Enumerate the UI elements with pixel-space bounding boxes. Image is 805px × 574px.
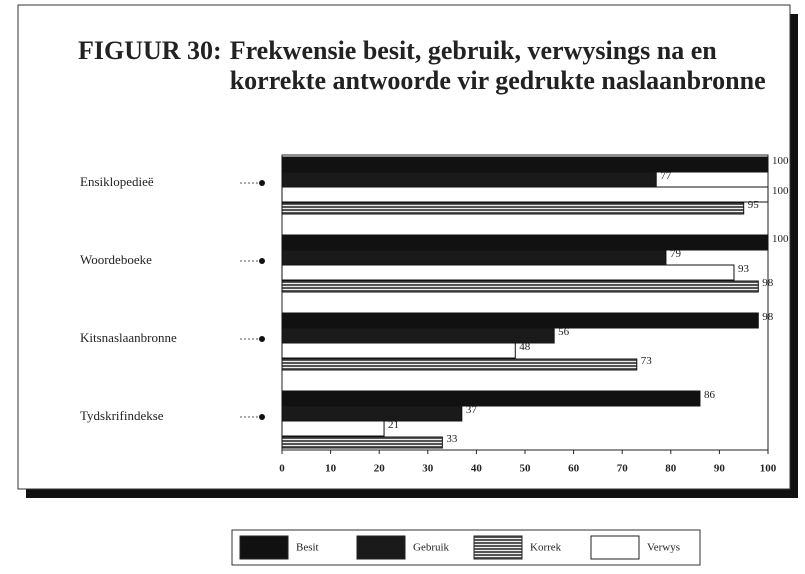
category-dot bbox=[259, 336, 265, 342]
value-label: 100 bbox=[772, 185, 789, 197]
value-label: 86 bbox=[704, 389, 716, 401]
figure-label: FIGUUR 30: bbox=[78, 36, 222, 65]
value-label: 95 bbox=[748, 199, 760, 211]
bar bbox=[281, 420, 385, 437]
value-label: 93 bbox=[738, 263, 750, 275]
value-label: 48 bbox=[519, 341, 531, 353]
x-tick-label: 70 bbox=[617, 463, 629, 475]
legend-label: Korrek bbox=[530, 542, 562, 554]
bar bbox=[281, 249, 667, 266]
legend-label: Verwys bbox=[647, 542, 680, 554]
bar bbox=[281, 436, 443, 449]
chart-title: FIGUUR 30: Frekwensie besit, gebruik, ve… bbox=[78, 36, 778, 96]
category-dot bbox=[259, 414, 265, 420]
bar bbox=[281, 264, 735, 281]
category-label: Woordeboeke bbox=[80, 252, 152, 267]
value-label: 100 bbox=[772, 233, 789, 245]
category-label: Kitsnaslaanbronne bbox=[80, 330, 177, 345]
x-tick-label: 20 bbox=[374, 463, 386, 475]
bar bbox=[281, 280, 759, 293]
legend-label: Gebruik bbox=[413, 542, 450, 554]
value-label: 73 bbox=[641, 355, 653, 367]
value-label: 56 bbox=[558, 326, 570, 338]
category-label: Ensiklopedieë bbox=[80, 174, 154, 189]
x-tick-label: 80 bbox=[665, 463, 677, 475]
value-label: 21 bbox=[388, 419, 399, 431]
legend-swatch bbox=[473, 535, 523, 560]
bar bbox=[281, 390, 701, 407]
value-label: 37 bbox=[466, 404, 478, 416]
category-label: Tydskrifindekse bbox=[80, 408, 164, 423]
legend-swatch bbox=[590, 535, 640, 560]
value-label: 79 bbox=[670, 248, 682, 260]
value-label: 98 bbox=[762, 311, 774, 323]
bar bbox=[281, 186, 769, 203]
x-tick-label: 30 bbox=[422, 463, 434, 475]
title-text: Frekwensie besit, gebruik, verwysings na… bbox=[229, 36, 766, 95]
x-tick-label: 90 bbox=[714, 463, 726, 475]
bar bbox=[281, 405, 463, 422]
legend-label: Besit bbox=[296, 542, 319, 554]
value-label: 98 bbox=[762, 277, 774, 289]
category-dot bbox=[259, 180, 265, 186]
x-tick-label: 60 bbox=[568, 463, 580, 475]
category-dot bbox=[259, 258, 265, 264]
value-label: 77 bbox=[660, 170, 672, 182]
x-tick-label: 100 bbox=[760, 463, 777, 475]
bar bbox=[281, 327, 555, 344]
x-tick-label: 40 bbox=[471, 463, 483, 475]
bar bbox=[281, 202, 745, 215]
x-tick-label: 0 bbox=[279, 463, 285, 475]
bar bbox=[281, 171, 657, 188]
bar bbox=[281, 234, 769, 251]
bar bbox=[281, 156, 769, 173]
legend-swatch bbox=[356, 535, 406, 560]
x-tick-label: 10 bbox=[325, 463, 337, 475]
bar bbox=[281, 358, 638, 371]
value-label: 100 bbox=[772, 155, 789, 167]
value-label: 33 bbox=[446, 433, 458, 445]
bar bbox=[281, 312, 759, 329]
bar bbox=[281, 342, 516, 359]
x-tick-label: 50 bbox=[520, 463, 532, 475]
legend-swatch bbox=[239, 535, 289, 560]
